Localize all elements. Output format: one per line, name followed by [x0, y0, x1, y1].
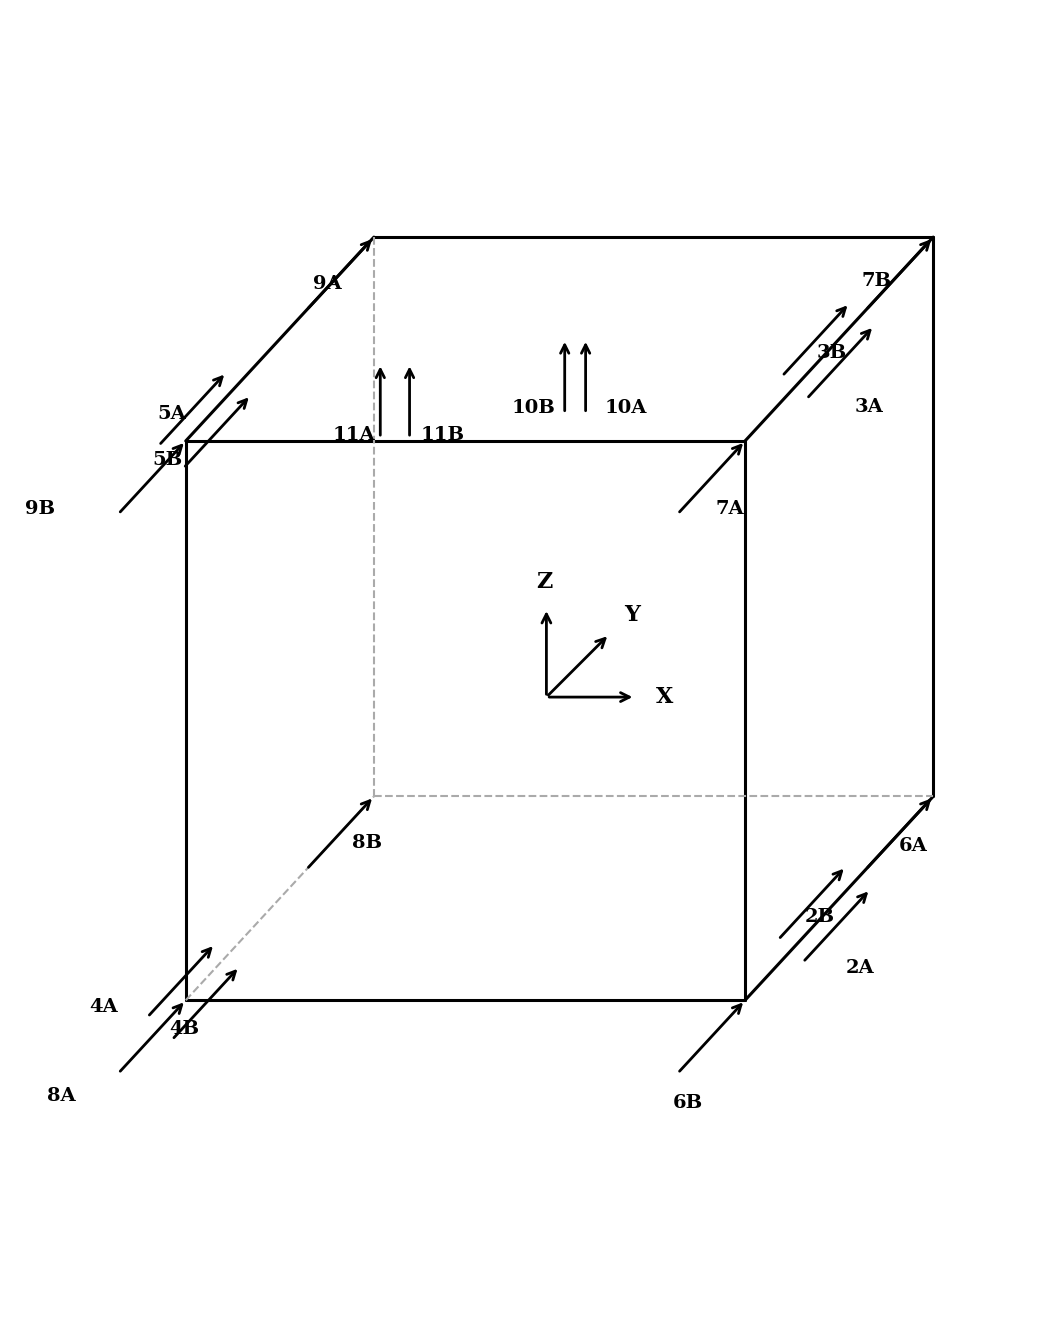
Text: 5B: 5B	[152, 450, 183, 469]
Text: 9A: 9A	[313, 275, 342, 293]
Text: 6A: 6A	[899, 838, 927, 856]
Text: 11B: 11B	[421, 425, 466, 444]
Text: 7B: 7B	[861, 272, 891, 289]
Text: 4B: 4B	[169, 1020, 200, 1038]
Text: 10A: 10A	[604, 399, 646, 417]
Text: 8A: 8A	[46, 1087, 76, 1106]
Text: 9B: 9B	[25, 499, 55, 518]
Text: X: X	[656, 686, 674, 708]
Text: Y: Y	[624, 605, 640, 626]
Text: 3B: 3B	[817, 345, 847, 362]
Text: 10B: 10B	[512, 399, 555, 417]
Text: 6B: 6B	[673, 1094, 703, 1111]
Text: 3A: 3A	[856, 398, 884, 416]
Text: 8B: 8B	[352, 835, 383, 852]
Text: 5A: 5A	[157, 406, 186, 423]
Text: 11A: 11A	[333, 425, 375, 444]
Text: Z: Z	[536, 571, 553, 593]
Text: 2B: 2B	[805, 908, 836, 926]
Text: 2A: 2A	[846, 959, 874, 976]
Text: 7A: 7A	[716, 499, 744, 518]
Text: 4A: 4A	[89, 997, 118, 1016]
